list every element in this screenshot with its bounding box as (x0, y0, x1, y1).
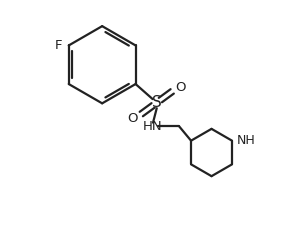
Text: O: O (127, 112, 138, 125)
Text: F: F (55, 39, 62, 52)
Text: NH: NH (237, 134, 255, 147)
Text: O: O (176, 80, 186, 94)
Text: HN: HN (143, 120, 163, 133)
Text: S: S (152, 95, 162, 110)
